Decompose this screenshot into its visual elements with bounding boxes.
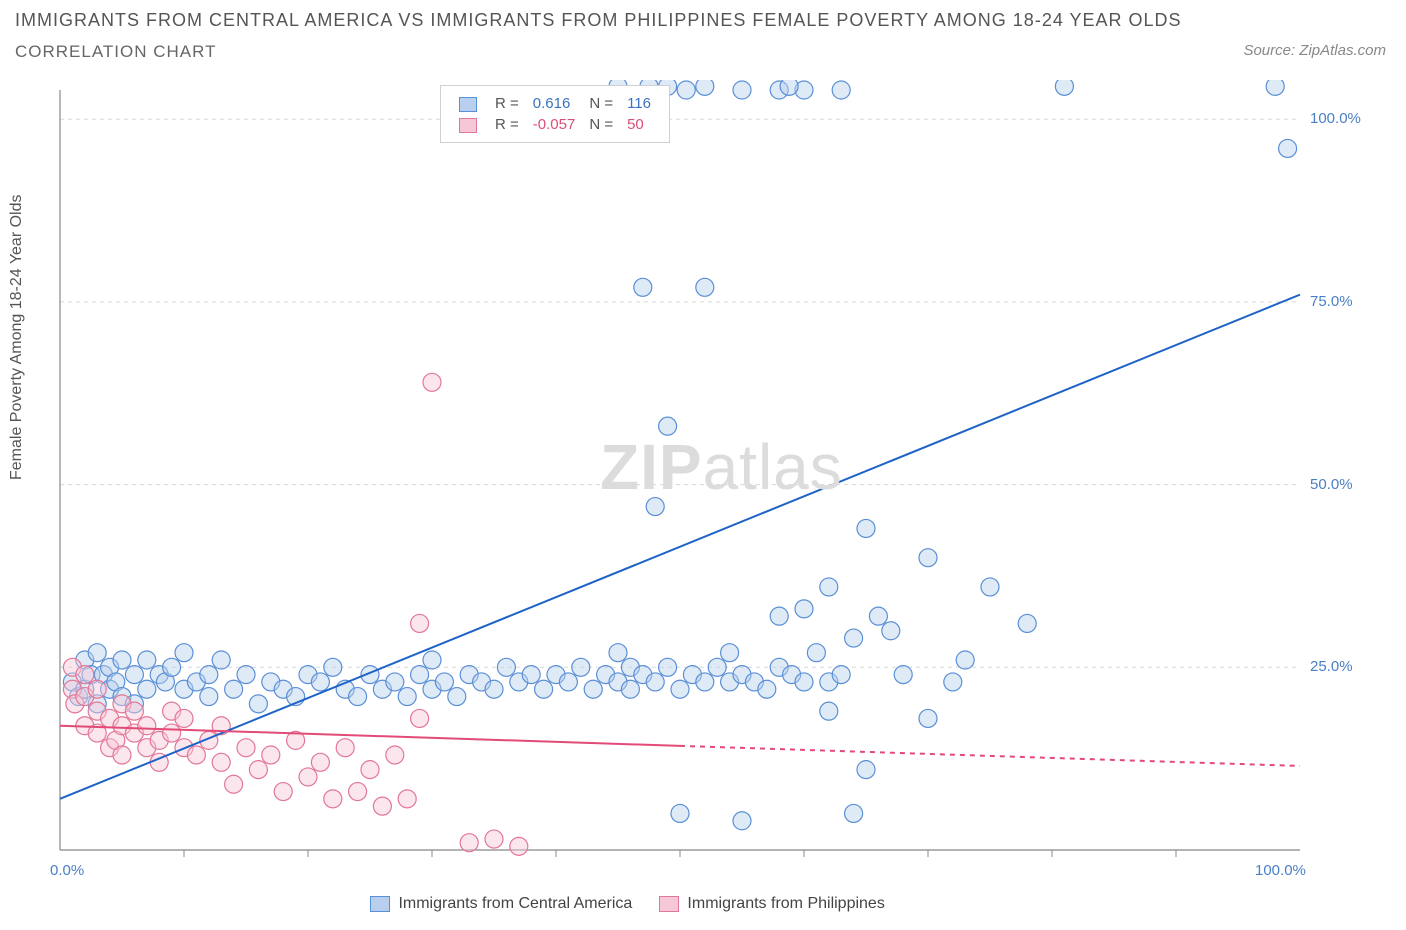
source-label: Source: ZipAtlas.com — [1243, 42, 1386, 59]
legend-r-label-2: R = — [489, 115, 525, 134]
legend-r-value-2: -0.057 — [527, 115, 582, 134]
legend-n-value-2: 50 — [621, 115, 657, 134]
y-tick-label: 100.0% — [1310, 110, 1361, 127]
legend-r-value-1: 0.616 — [527, 94, 582, 113]
legend-row-series1: R = 0.616 N = 116 — [453, 94, 657, 113]
chart-title-line1: IMMIGRANTS FROM CENTRAL AMERICA VS IMMIG… — [15, 10, 1182, 31]
legend-swatch-series1 — [459, 97, 477, 112]
legend-correlation-stats: R = 0.616 N = 116 R = -0.057 N = 50 — [440, 85, 670, 143]
legend-r-label-1: R = — [489, 94, 525, 113]
legend-row-series2: R = -0.057 N = 50 — [453, 115, 657, 134]
legend-label-2: Immigrants from Philippines — [687, 895, 884, 912]
y-axis-label: Female Poverty Among 18-24 Year Olds — [8, 195, 26, 481]
chart-title-line2: CORRELATION CHART — [15, 42, 217, 62]
x-tick-label: 0.0% — [50, 862, 84, 879]
y-tick-label: 25.0% — [1310, 658, 1353, 675]
legend-n-label-1: N = — [583, 94, 619, 113]
correlation-chart — [50, 80, 1380, 880]
legend-swatch-series2 — [459, 118, 477, 133]
legend-n-value-1: 116 — [621, 94, 657, 113]
y-tick-label: 75.0% — [1310, 293, 1353, 310]
legend-label-1: Immigrants from Central America — [398, 895, 632, 912]
legend-swatch-bottom-1 — [370, 896, 390, 912]
y-tick-label: 50.0% — [1310, 476, 1353, 493]
legend-series-names: Immigrants from Central America Immigran… — [370, 895, 885, 913]
x-tick-label: 100.0% — [1255, 862, 1306, 879]
legend-n-label-2: N = — [583, 115, 619, 134]
legend-swatch-bottom-2 — [659, 896, 679, 912]
